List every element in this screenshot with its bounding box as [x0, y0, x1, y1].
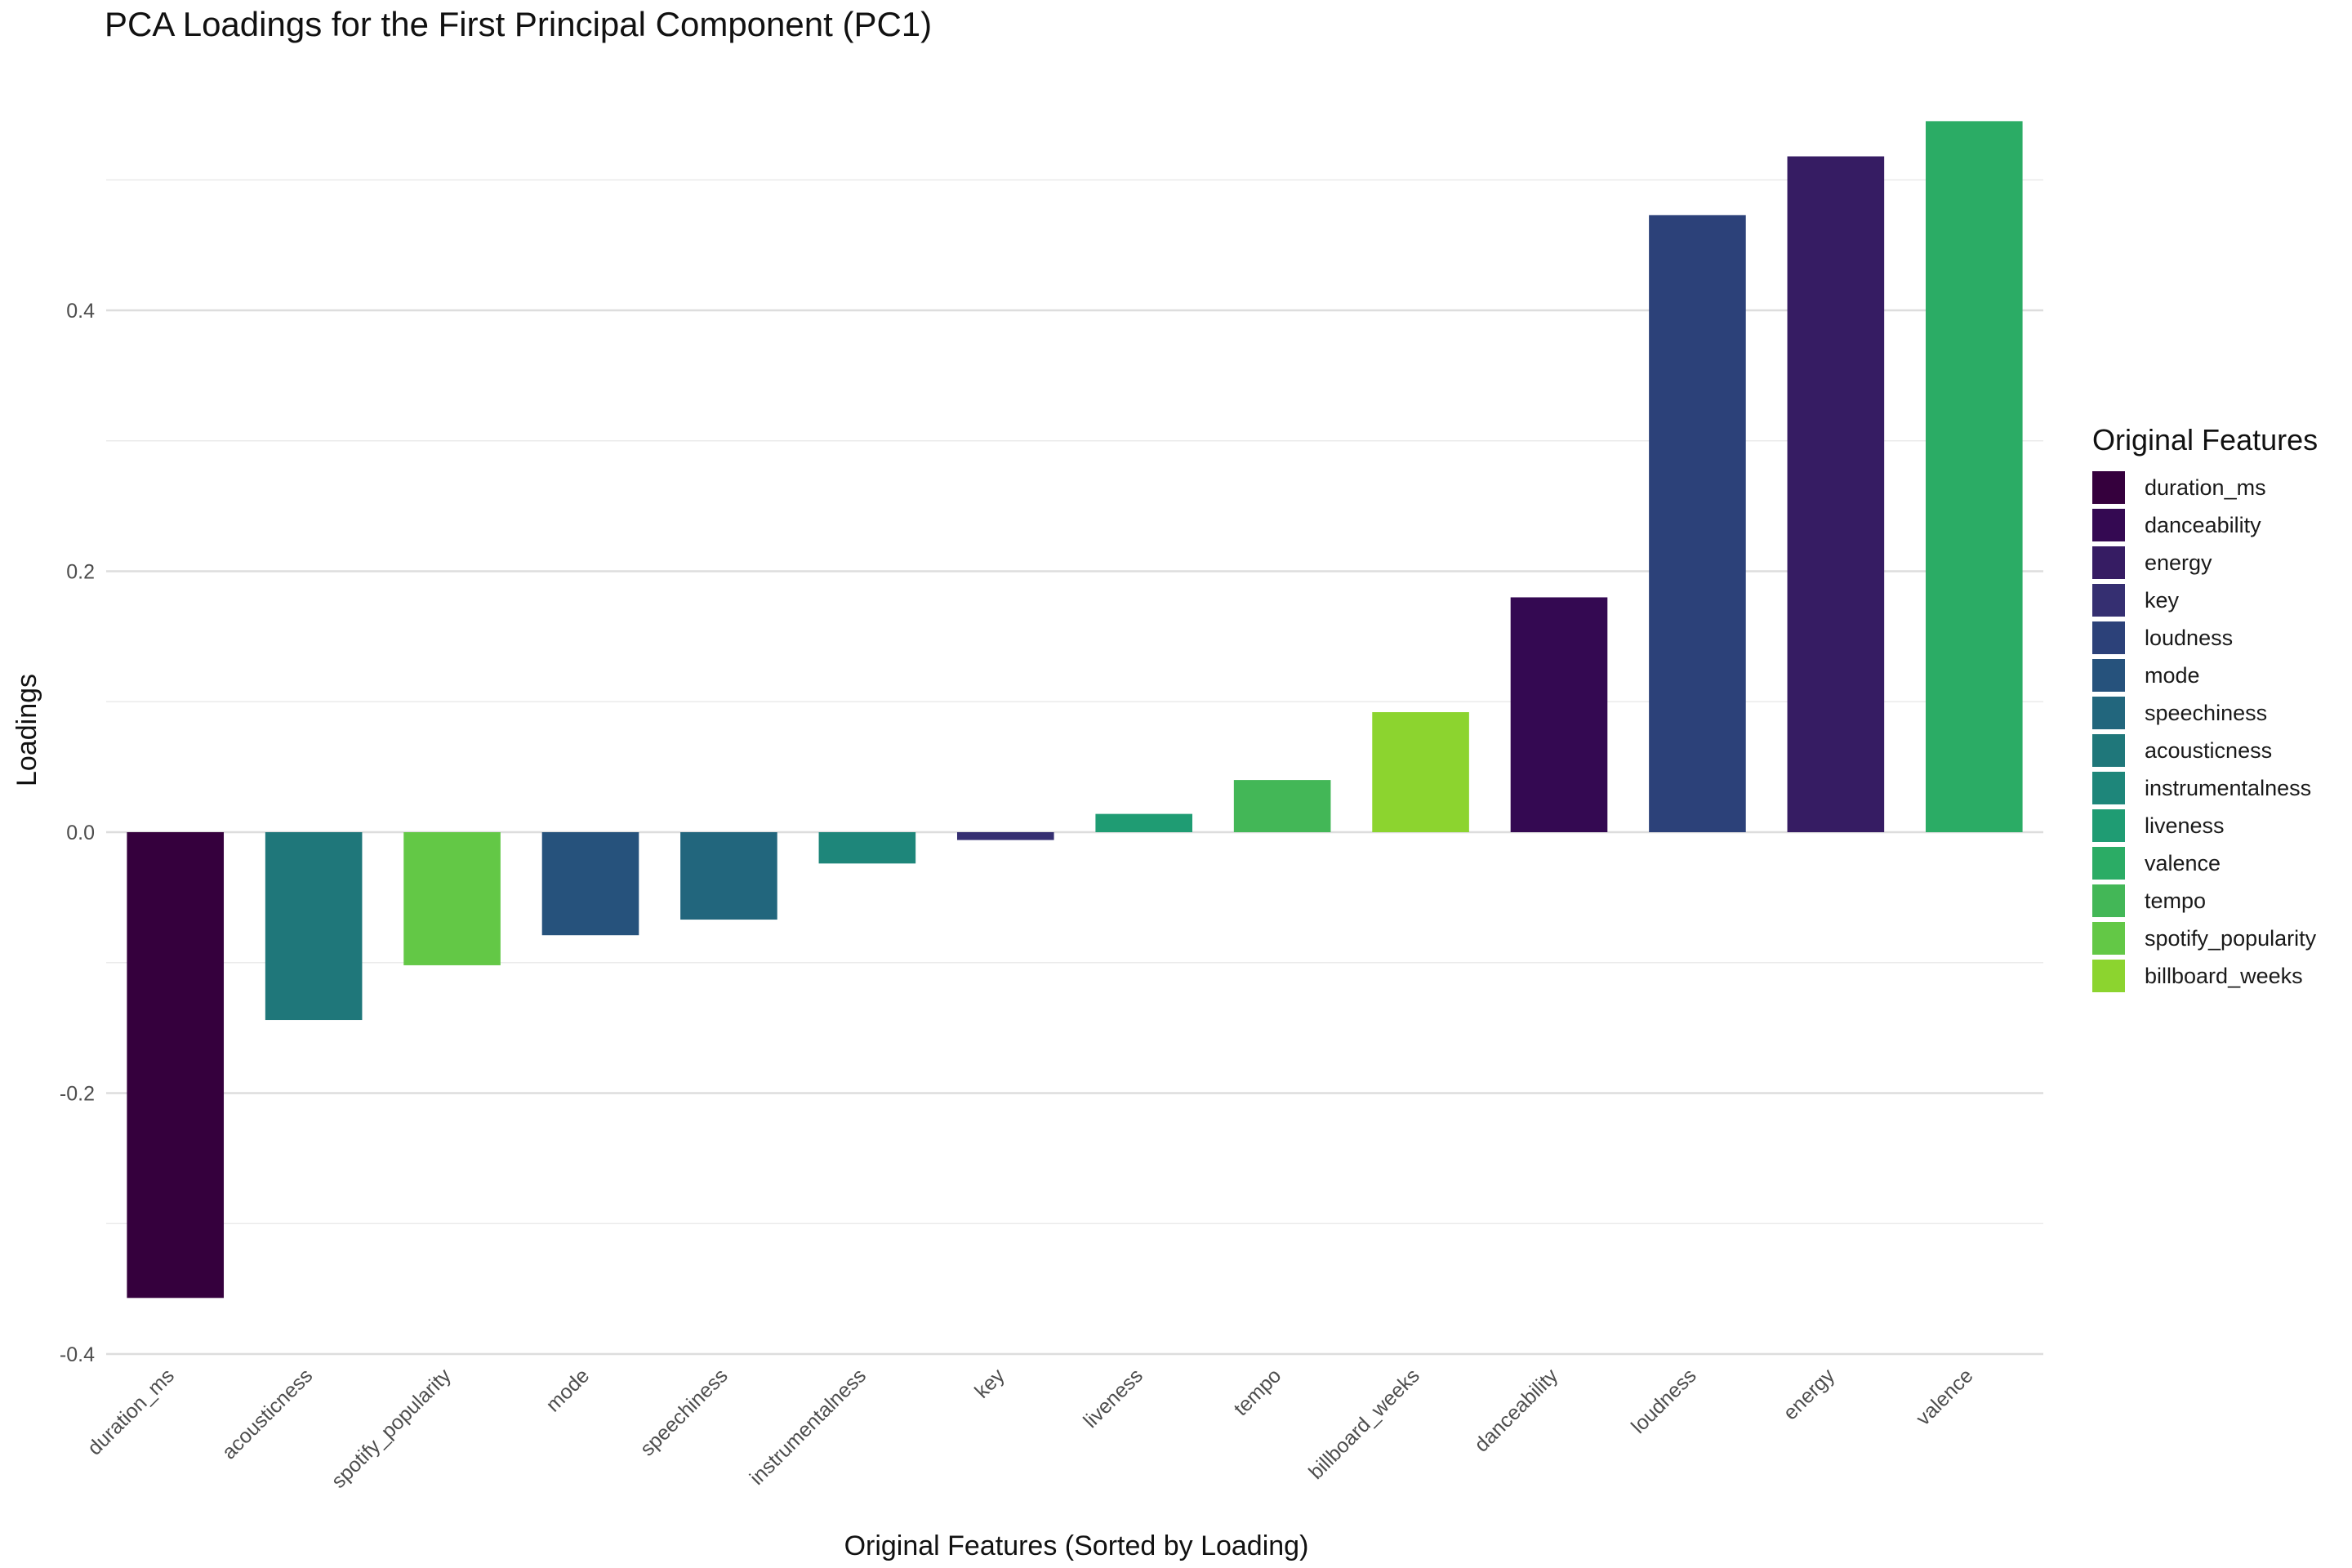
x-tick-label: loudness [1627, 1364, 1701, 1438]
legend-item: mode [2092, 657, 2318, 694]
legend-label: loudness [2145, 625, 2234, 650]
legend-item: key [2092, 581, 2318, 619]
legend-swatch [2092, 471, 2125, 504]
bar-liveness [1095, 813, 1193, 832]
bar-danceability [1510, 597, 1608, 832]
bar-acousticness [265, 832, 363, 1021]
bar-billboard_weeks [1372, 712, 1469, 832]
legend-swatch [2092, 884, 2125, 917]
x-tick-label: billboard_weeks [1304, 1364, 1424, 1484]
grid-lines [106, 179, 2043, 1356]
legend-label: spotify_popularity [2145, 925, 2317, 951]
x-tick-label: key [970, 1364, 1009, 1403]
y-tick-label: -0.4 [60, 1343, 95, 1366]
legend-label: liveness [2145, 813, 2225, 838]
legend-swatch [2092, 584, 2125, 617]
legend-swatch [2092, 734, 2125, 767]
legend-item: tempo [2092, 882, 2318, 920]
legend-swatch [2092, 509, 2125, 541]
y-tick-label: 0.2 [66, 561, 95, 584]
legend-item: spotify_popularity [2092, 920, 2318, 957]
legend-item: liveness [2092, 807, 2318, 844]
legend-item: valence [2092, 844, 2318, 882]
x-tick-label: mode [541, 1364, 594, 1416]
legend-swatch [2092, 809, 2125, 842]
x-tick-label: tempo [1229, 1364, 1285, 1420]
x-tick-label: speechiness [636, 1364, 733, 1460]
legend-label: energy [2145, 550, 2212, 575]
legend-swatch [2092, 659, 2125, 692]
legend-swatch [2092, 621, 2125, 654]
x-tick-label: danceability [1470, 1364, 1563, 1457]
bar-mode [541, 832, 639, 936]
bar-key [956, 832, 1054, 840]
x-tick-label: valence [1912, 1364, 1978, 1430]
legend-swatch [2092, 922, 2125, 955]
x-axis-title: Original Features (Sorted by Loading) [844, 1530, 1309, 1561]
y-tick-label: 0.0 [66, 822, 95, 844]
legend-label: billboard_weeks [2145, 963, 2303, 988]
bar-speechiness [680, 832, 777, 920]
legend-item: energy [2092, 544, 2318, 581]
legend-label: instrumentalness [2145, 775, 2312, 800]
y-tick-label: -0.2 [60, 1083, 95, 1106]
bar-duration_ms [127, 832, 225, 1298]
legend-items: duration_ms danceability energy key loudness… [2092, 469, 2318, 995]
chart-title: PCA Loadings for the First Principal Com… [105, 5, 933, 43]
legend-item: speechiness [2092, 694, 2318, 732]
bar-spotify_popularity [403, 832, 501, 965]
legend-swatch [2092, 847, 2125, 880]
x-tick-label: liveness [1079, 1364, 1147, 1432]
legend: Original Features duration_ms danceabilit… [2092, 423, 2318, 995]
legend-swatch [2092, 697, 2125, 729]
legend-label: danceability [2145, 512, 2261, 537]
y-axis-title: Loadings [11, 674, 42, 786]
x-tick-label: duration_ms [83, 1364, 179, 1459]
legend-item: loudness [2092, 619, 2318, 657]
legend-label: duration_ms [2145, 474, 2266, 500]
legend-label: tempo [2145, 888, 2207, 913]
x-tick-label: acousticness [217, 1364, 317, 1463]
bar-energy [1787, 156, 1885, 832]
legend-item: duration_ms [2092, 469, 2318, 506]
x-tick-label: spotify_popularity [327, 1364, 456, 1493]
y-tick-label: 0.4 [66, 300, 95, 323]
legend-item: danceability [2092, 506, 2318, 544]
x-axis-ticks: duration_ms acousticness spotify_popularit… [83, 1364, 1978, 1493]
legend-item: acousticness [2092, 732, 2318, 769]
x-tick-label: energy [1779, 1364, 1839, 1424]
legend-item: instrumentalness [2092, 769, 2318, 807]
legend-swatch [2092, 960, 2125, 992]
legend-label: speechiness [2145, 700, 2268, 725]
legend-label: acousticness [2145, 737, 2273, 763]
bar-instrumentalness [818, 832, 916, 864]
legend-label: mode [2145, 662, 2200, 688]
legend-label: valence [2145, 850, 2221, 875]
legend-swatch [2092, 772, 2125, 804]
bar-tempo [1233, 780, 1331, 832]
legend-label: key [2145, 587, 2180, 612]
y-axis-ticks: -0.4 -0.2 0.0 0.2 0.4 [60, 300, 95, 1366]
legend-title: Original Features [2092, 423, 2319, 457]
x-tick-label: instrumentalness [746, 1364, 871, 1489]
legend-swatch [2092, 546, 2125, 579]
legend-item: billboard_weeks [2092, 957, 2318, 995]
bars [127, 121, 2023, 1298]
bar-loudness [1649, 215, 1746, 832]
bar-valence [1925, 121, 2023, 833]
